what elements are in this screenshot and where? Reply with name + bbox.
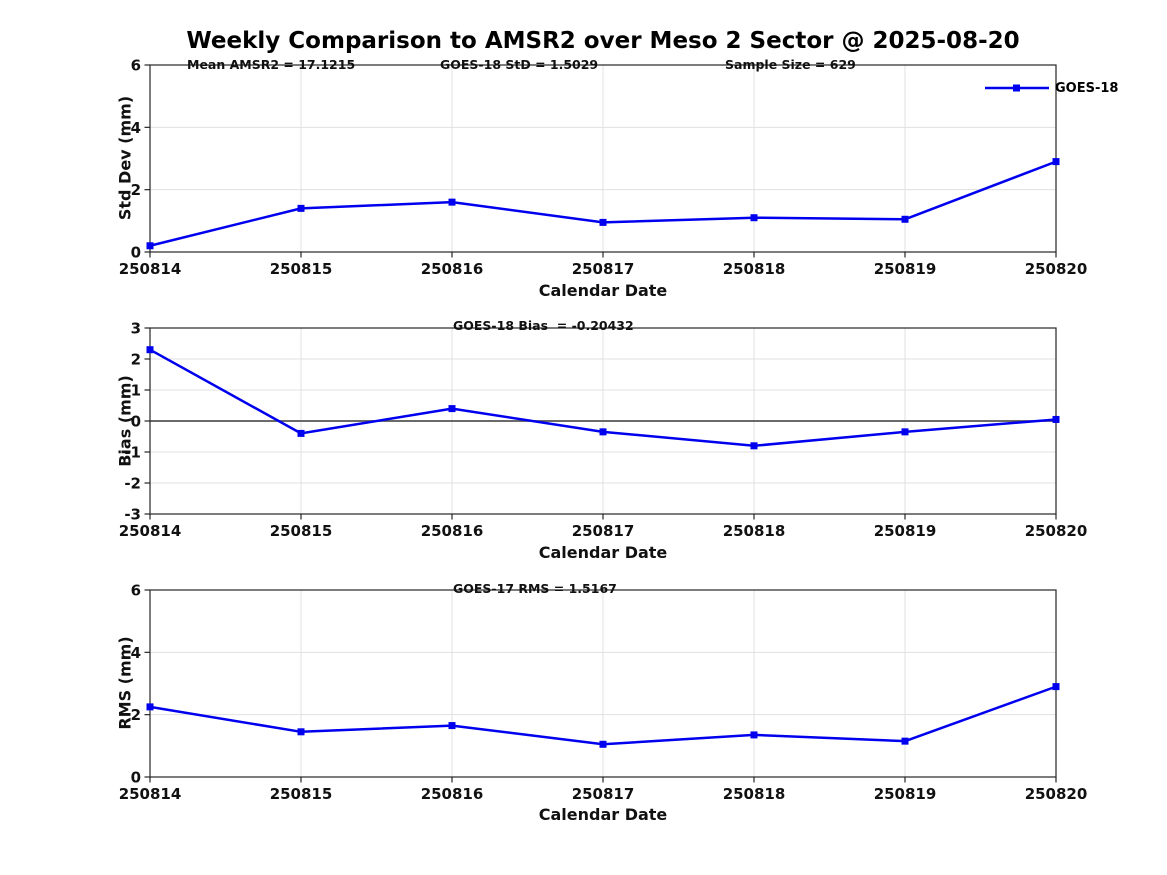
data-point-marker bbox=[901, 428, 909, 436]
y-tick-label: 3 bbox=[131, 320, 141, 338]
annotation-goes18-std: GOES-18 StD = 1.5029 bbox=[440, 57, 599, 72]
annotation-sample-size: Sample Size = 629 bbox=[725, 57, 856, 72]
data-point-marker bbox=[1052, 415, 1060, 423]
x-tick-label: 250817 bbox=[572, 785, 635, 803]
x-tick-label: 250815 bbox=[270, 260, 333, 278]
x-tick-label: 250814 bbox=[119, 785, 182, 803]
x-tick-label: 250819 bbox=[874, 260, 937, 278]
annotation-mean-amsr2: Mean AMSR2 = 17.1215 bbox=[187, 57, 356, 72]
x-tick-label: 250818 bbox=[723, 522, 786, 540]
data-point-marker bbox=[146, 242, 154, 250]
y-tick-label: 0 bbox=[131, 244, 141, 262]
data-point-marker bbox=[297, 728, 305, 736]
y-tick-label: -3 bbox=[124, 506, 141, 524]
x-tick-label: 250814 bbox=[119, 522, 182, 540]
data-point-marker bbox=[448, 405, 456, 413]
x-tick-label: 250816 bbox=[421, 522, 484, 540]
y-tick-label: 6 bbox=[131, 582, 141, 600]
data-point-marker bbox=[599, 740, 607, 748]
y-tick-label: -2 bbox=[124, 475, 141, 493]
x-tick-label: 250817 bbox=[572, 522, 635, 540]
y-axis-label-stddev: Std Dev (mm) bbox=[115, 95, 135, 221]
x-tick-label: 250815 bbox=[270, 522, 333, 540]
x-tick-label: 250818 bbox=[723, 260, 786, 278]
x-tick-label: 250815 bbox=[270, 785, 333, 803]
legend-line-marker-icon bbox=[985, 84, 1049, 92]
data-point-marker bbox=[599, 428, 607, 436]
x-tick-label: 250816 bbox=[421, 260, 484, 278]
y-axis-label-rms: RMS (mm) bbox=[115, 636, 135, 730]
data-point-marker bbox=[146, 703, 154, 711]
y-tick-label: 6 bbox=[131, 57, 141, 75]
y-tick-label: 0 bbox=[131, 769, 141, 787]
legend-label: GOES-18 bbox=[1055, 80, 1119, 96]
y-tick-label: -1 bbox=[124, 444, 141, 462]
data-point-marker bbox=[599, 218, 607, 226]
y-tick-label: 2 bbox=[131, 351, 141, 369]
annotation-goes17-rms: GOES-17 RMS = 1.5167 bbox=[453, 581, 617, 596]
x-tick-label: 250820 bbox=[1025, 785, 1088, 803]
x-tick-label: 250818 bbox=[723, 785, 786, 803]
legend: GOES-18 bbox=[985, 80, 1118, 96]
y-tick-label: 1 bbox=[131, 382, 141, 400]
annotation-goes18-bias: GOES-18 Bias = -0.20432 bbox=[453, 318, 634, 333]
x-tick-label: 250820 bbox=[1025, 522, 1088, 540]
x-axis-label-2: Calendar Date bbox=[538, 543, 668, 562]
figure-title: Weekly Comparison to AMSR2 over Meso 2 S… bbox=[186, 28, 1020, 54]
data-point-marker bbox=[750, 442, 758, 450]
data-point-marker bbox=[297, 429, 305, 437]
data-point-marker bbox=[750, 731, 758, 739]
y-tick-label: 4 bbox=[131, 644, 141, 662]
x-tick-label: 250820 bbox=[1025, 260, 1088, 278]
y-tick-label: 2 bbox=[131, 181, 141, 199]
y-axis-label-bias: Bias (mm) bbox=[115, 375, 135, 467]
x-axis-label-1: Calendar Date bbox=[538, 281, 668, 300]
data-point-marker bbox=[901, 737, 909, 745]
x-tick-label: 250819 bbox=[874, 785, 937, 803]
data-point-marker bbox=[448, 722, 456, 730]
data-point-marker bbox=[901, 215, 909, 223]
data-point-marker bbox=[750, 214, 758, 222]
x-tick-label: 250819 bbox=[874, 522, 937, 540]
data-point-marker bbox=[448, 198, 456, 206]
x-tick-label: 250817 bbox=[572, 260, 635, 278]
x-tick-label: 250816 bbox=[421, 785, 484, 803]
y-tick-label: 0 bbox=[131, 413, 141, 431]
data-point-marker bbox=[146, 346, 154, 354]
data-point-marker bbox=[297, 204, 305, 212]
y-tick-label: 4 bbox=[131, 119, 141, 137]
x-axis-label-3: Calendar Date bbox=[538, 805, 668, 824]
x-tick-label: 250814 bbox=[119, 260, 182, 278]
data-point-marker bbox=[1052, 683, 1060, 691]
y-tick-label: 2 bbox=[131, 706, 141, 724]
data-point-marker bbox=[1052, 158, 1060, 166]
